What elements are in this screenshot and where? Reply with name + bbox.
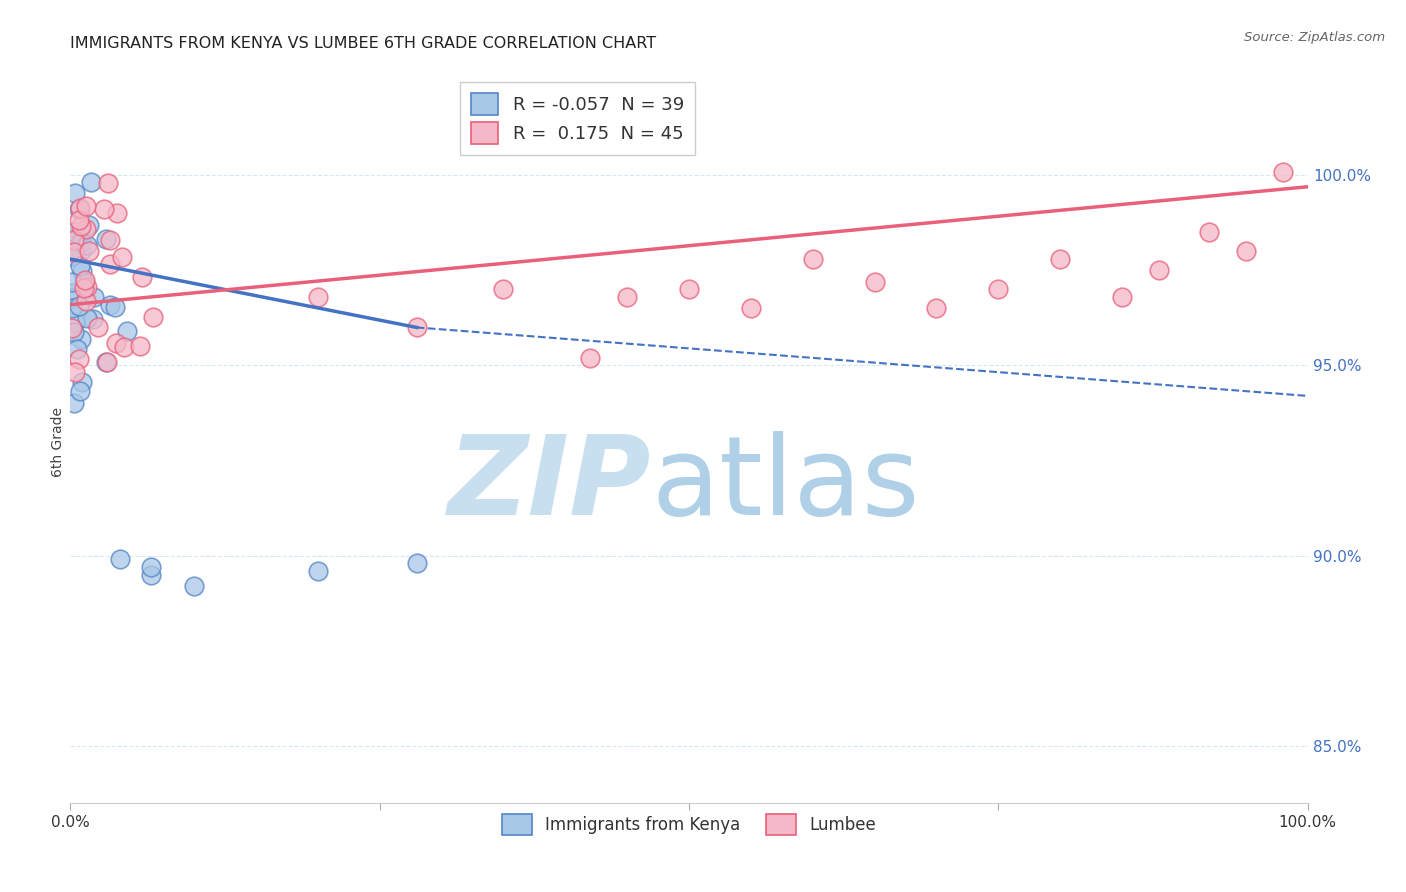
Point <box>801 252 824 266</box>
Point <box>60 285 83 300</box>
Point <box>128 339 150 353</box>
Point <box>67 202 90 216</box>
Point <box>1198 226 1220 240</box>
Point <box>82 311 104 326</box>
Point <box>1147 263 1170 277</box>
Point <box>139 560 162 574</box>
Point <box>1111 290 1133 304</box>
Point <box>863 275 886 289</box>
Point <box>131 270 153 285</box>
Point <box>492 282 515 296</box>
Point <box>307 564 329 578</box>
Point <box>1271 164 1294 178</box>
Point <box>139 567 162 582</box>
Point <box>183 579 205 593</box>
Point <box>62 233 84 247</box>
Point <box>98 297 121 311</box>
Point <box>62 275 84 289</box>
Point <box>69 259 91 273</box>
Point <box>79 218 101 232</box>
Point <box>70 375 93 389</box>
Point <box>69 201 91 215</box>
Point <box>62 325 84 339</box>
Point <box>98 257 121 271</box>
Point <box>63 315 86 329</box>
Point <box>75 221 97 235</box>
Point <box>75 294 97 309</box>
Point <box>65 186 87 201</box>
Point <box>616 290 638 304</box>
Point <box>105 205 128 219</box>
Point <box>69 219 91 234</box>
Point <box>678 282 700 296</box>
Point <box>69 244 91 258</box>
Text: ZIP: ZIP <box>449 432 652 539</box>
Point <box>112 340 135 354</box>
Point <box>987 282 1010 296</box>
Point <box>307 290 329 304</box>
Point <box>70 263 93 277</box>
Point <box>925 301 948 316</box>
Point <box>104 336 127 351</box>
Point <box>142 310 165 325</box>
Point <box>63 396 86 410</box>
Point <box>77 244 100 258</box>
Point <box>63 245 86 260</box>
Point <box>94 232 117 246</box>
Point <box>98 233 121 247</box>
Point <box>80 175 103 189</box>
Point <box>67 212 90 227</box>
Point <box>73 275 96 289</box>
Point <box>66 342 89 356</box>
Point <box>405 556 427 570</box>
Y-axis label: 6th Grade: 6th Grade <box>51 407 65 476</box>
Point <box>111 250 134 264</box>
Point <box>740 301 762 316</box>
Text: atlas: atlas <box>652 432 921 539</box>
Point <box>60 301 83 315</box>
Point <box>67 352 90 367</box>
Point <box>60 292 83 306</box>
Point <box>1234 244 1257 259</box>
Point <box>97 176 120 190</box>
Point <box>83 290 105 304</box>
Point <box>73 273 96 287</box>
Point <box>405 320 427 334</box>
Text: Source: ZipAtlas.com: Source: ZipAtlas.com <box>1244 31 1385 45</box>
Point <box>76 280 98 294</box>
Point <box>76 238 98 252</box>
Point <box>115 324 138 338</box>
Point <box>66 229 89 244</box>
Point <box>69 384 91 399</box>
Point <box>60 249 83 263</box>
Point <box>76 310 98 325</box>
Point <box>104 300 127 314</box>
Point <box>108 552 131 566</box>
Point <box>70 235 93 249</box>
Point <box>69 333 91 347</box>
Text: IMMIGRANTS FROM KENYA VS LUMBEE 6TH GRADE CORRELATION CHART: IMMIGRANTS FROM KENYA VS LUMBEE 6TH GRAD… <box>70 36 657 51</box>
Point <box>63 225 86 239</box>
Point <box>96 355 118 369</box>
Point <box>1049 252 1071 266</box>
Point <box>87 319 110 334</box>
Point <box>579 351 602 365</box>
Point <box>94 354 117 368</box>
Point <box>60 321 83 335</box>
Legend: Immigrants from Kenya, Lumbee: Immigrants from Kenya, Lumbee <box>495 808 883 841</box>
Point <box>63 365 86 379</box>
Point <box>75 199 97 213</box>
Point <box>72 281 94 295</box>
Point <box>93 202 115 217</box>
Point <box>67 299 90 313</box>
